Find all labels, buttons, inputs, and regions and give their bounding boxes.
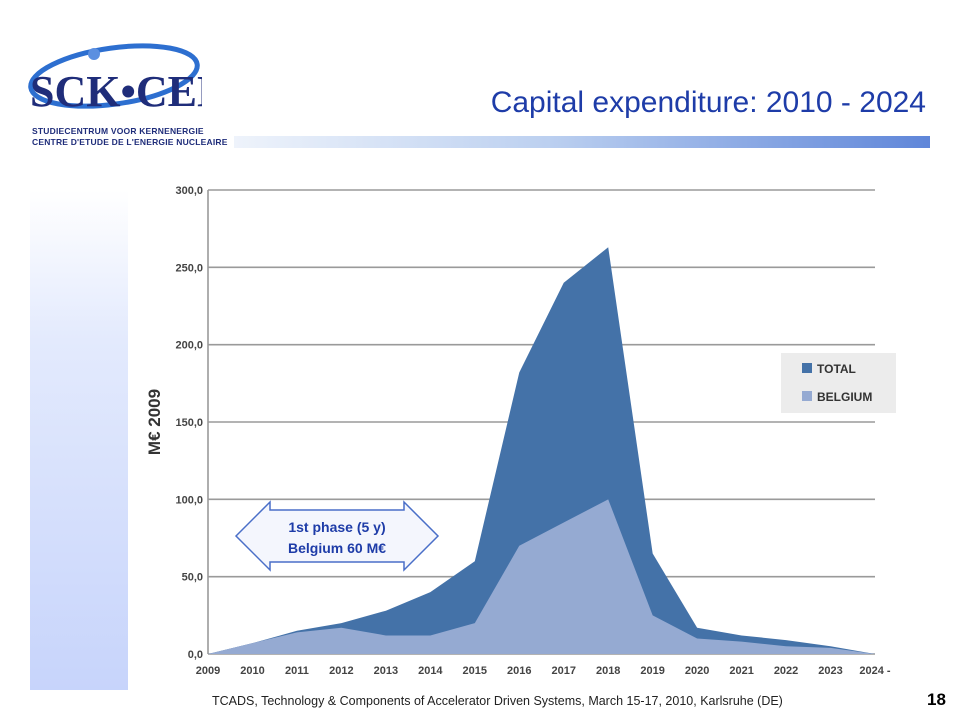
logo-subtitle-nl: STUDIECENTRUM VOOR KERNENERGIE xyxy=(32,126,204,136)
logo-graphic: SCK•CEN xyxy=(28,43,229,116)
x-tick-label: 2018 xyxy=(596,665,620,677)
y-tick-label: 250,0 xyxy=(175,262,203,274)
x-tick-label: 2016 xyxy=(507,665,531,677)
x-tick-label: 2022 xyxy=(774,665,798,677)
y-tick-label: 200,0 xyxy=(175,340,203,352)
annotation-line-2: Belgium 60 M€ xyxy=(288,540,386,556)
legend-swatch-total xyxy=(802,363,812,373)
x-tick-label: 2014 xyxy=(418,665,443,677)
x-tick-label: 2024 - xyxy=(859,665,891,677)
x-tick-label: 2011 xyxy=(285,665,309,677)
annotation-line-1: 1st phase (5 y) xyxy=(288,519,385,535)
legend: TOTAL BELGIUM xyxy=(781,353,896,413)
y-tick-label: 100,0 xyxy=(175,494,203,506)
x-tick-label: 2019 xyxy=(640,665,664,677)
series-area-belgium xyxy=(208,499,875,654)
x-tick-labels: 2009 2010 2011 2012 2013 2014 2015 2016 2017 2018… xyxy=(196,665,891,677)
y-axis-label: M€ 2009 xyxy=(145,389,164,455)
logo-subtitle-fr: CENTRE D'ETUDE DE L'ENERGIE NUCLEAIRE xyxy=(32,137,228,147)
x-tick-label: 2020 xyxy=(685,665,709,677)
x-tick-label: 2017 xyxy=(551,665,575,677)
double-arrow-shape xyxy=(234,500,440,572)
phase-annotation: 1st phase (5 y) Belgium 60 M€ xyxy=(234,500,440,572)
legend-box xyxy=(781,353,896,413)
y-tick-label: 150,0 xyxy=(175,417,203,429)
x-tick-label: 2009 xyxy=(196,665,220,677)
y-tick-label: 50,0 xyxy=(182,572,203,584)
area-chart: 0,0 50,0 100,0 150,0 200,0 250,0 300,0 2009 201… xyxy=(145,185,896,677)
legend-label-total: TOTAL xyxy=(817,362,856,376)
x-tick-label: 2013 xyxy=(374,665,398,677)
slide-title: Capital expenditure: 2010 - 2024 xyxy=(490,86,926,119)
y-tick-labels: 0,0 50,0 100,0 150,0 200,0 250,0 300,0 xyxy=(175,185,203,661)
legend-label-belgium: BELGIUM xyxy=(817,390,872,404)
page-number: 18 xyxy=(927,690,946,709)
x-tick-label: 2010 xyxy=(240,665,264,677)
y-tick-label: 0,0 xyxy=(188,649,203,661)
x-tick-label: 2015 xyxy=(463,665,487,677)
series-areas xyxy=(208,247,875,654)
legend-swatch-belgium xyxy=(802,391,812,401)
logo-text: SCK•CEN xyxy=(30,67,202,116)
sck-cen-logo: SCK•CEN STUDIECENTRUM VOOR KERNENERGIE C… xyxy=(22,38,229,150)
slide-footer: TCADS, Technology & Components of Accele… xyxy=(212,694,783,708)
title-underline xyxy=(234,136,930,148)
x-tick-label: 2023 xyxy=(818,665,842,677)
x-tick-label: 2012 xyxy=(329,665,353,677)
x-tick-label: 2021 xyxy=(729,665,753,677)
y-tick-label: 300,0 xyxy=(175,185,203,197)
series-area-total xyxy=(208,247,875,654)
side-gradient-band xyxy=(30,190,128,690)
